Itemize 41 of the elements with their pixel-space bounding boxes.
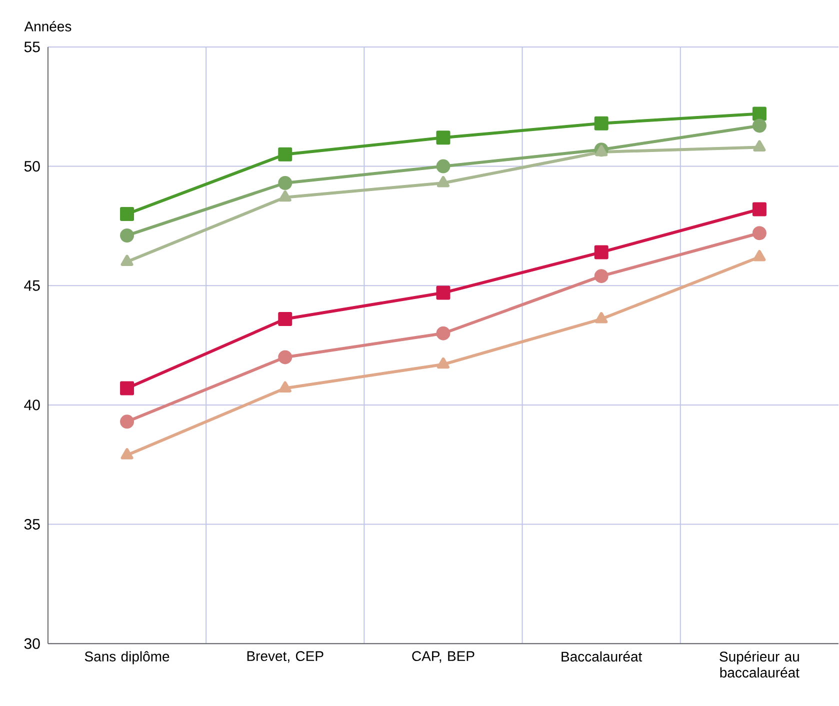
point [752, 106, 766, 121]
point [594, 116, 608, 131]
y-axis-title: Années [24, 21, 72, 32]
point [120, 207, 134, 222]
y-tick-label: 35 [24, 519, 40, 530]
point [595, 312, 608, 324]
point [436, 176, 450, 188]
y-tick-label: 45 [24, 280, 40, 292]
point [278, 350, 292, 364]
point [278, 148, 292, 162]
y-tick-label: 40 [24, 400, 40, 410]
y-tick-label: 30 [24, 638, 40, 650]
point [436, 326, 450, 341]
point [120, 414, 134, 429]
point [278, 176, 292, 190]
point [753, 250, 766, 262]
point [436, 286, 450, 300]
point [120, 228, 134, 243]
point [120, 254, 134, 266]
point [752, 202, 766, 216]
point [436, 130, 450, 145]
x-tick-label: Supérieur au baccalauréat [720, 651, 800, 678]
point [752, 226, 766, 240]
x-tick-label: CAP, BEP [412, 651, 474, 663]
point [436, 358, 450, 369]
point [594, 269, 608, 284]
point [278, 190, 292, 202]
point [120, 381, 134, 396]
y-tick-label: 50 [24, 161, 40, 172]
point [753, 140, 766, 152]
x-tick-label: Sans diplôme [84, 651, 170, 664]
x-tick-label: Baccalauréat [562, 651, 642, 662]
point [595, 145, 608, 156]
point [594, 245, 608, 260]
point [120, 448, 134, 460]
point [278, 312, 292, 326]
point [436, 160, 450, 174]
point [752, 118, 766, 133]
x-tick-label: Brevet, CEP [247, 651, 324, 663]
point [278, 381, 292, 393]
y-tick-label: 55 [24, 42, 40, 52]
